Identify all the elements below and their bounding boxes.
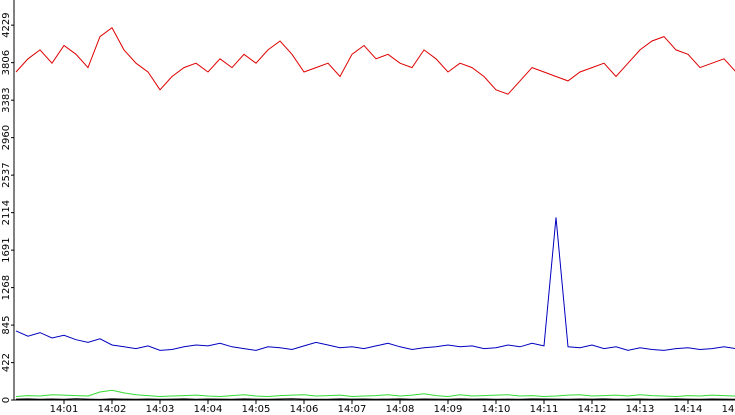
y-tick-label: 4229 xyxy=(1,12,12,37)
x-tick-label: 14:10 xyxy=(482,404,511,415)
x-tick-label: 14:01 xyxy=(50,404,79,415)
x-tick-label: 14:12 xyxy=(578,404,607,415)
y-tick-label: 2537 xyxy=(1,162,12,187)
y-tick-label: 1268 xyxy=(1,275,12,300)
series-line xyxy=(15,389,735,398)
y-tick-label: 1691 xyxy=(1,237,12,262)
y-tick-label: 422 xyxy=(1,353,12,372)
x-tick-label: 14:07 xyxy=(338,404,367,415)
x-tick-label: 14:11 xyxy=(530,404,559,415)
y-tick-label: 845 xyxy=(1,316,12,335)
x-tick-label: 14:15 xyxy=(722,404,735,415)
x-tick-label: 14:06 xyxy=(290,404,319,415)
x-tick-label: 14:04 xyxy=(194,404,223,415)
x-tick-label: 14:09 xyxy=(434,404,463,415)
x-tick-label: 14:02 xyxy=(98,404,127,415)
x-tick-label: 14:14 xyxy=(674,404,703,415)
series-line xyxy=(15,217,735,351)
x-tick-label: 14:13 xyxy=(626,404,655,415)
x-tick-label: 14:03 xyxy=(146,404,175,415)
y-tick-label: 2114 xyxy=(1,200,12,225)
y-tick-label: 0 xyxy=(1,397,12,403)
series-line xyxy=(15,26,735,95)
x-tick-label: 14:05 xyxy=(242,404,271,415)
y-tick-label: 3806 xyxy=(1,50,12,75)
y-tick-label: 3383 xyxy=(1,87,12,112)
x-tick-label: 14:08 xyxy=(386,404,415,415)
series-line xyxy=(15,398,735,400)
y-tick-label: 2960 xyxy=(1,125,12,150)
